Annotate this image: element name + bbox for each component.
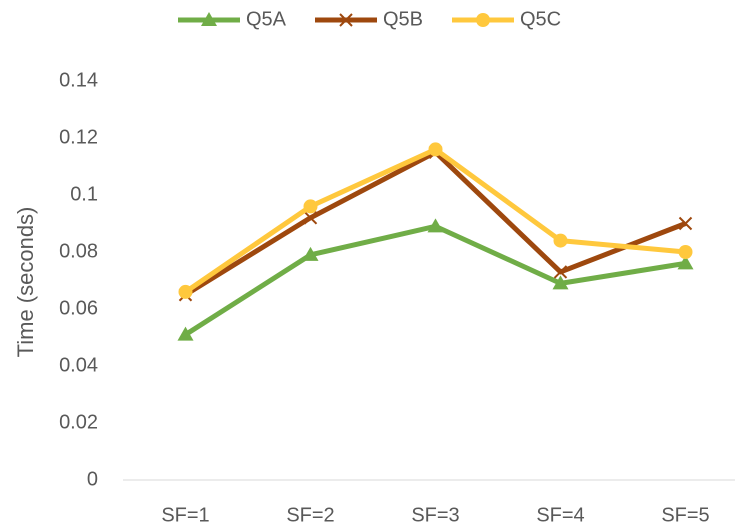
marker xyxy=(552,275,569,290)
x-tick-label: SF=5 xyxy=(661,504,709,524)
y-tick-label: 0.14 xyxy=(59,69,98,91)
marker xyxy=(678,245,693,259)
y-axis-label: Time (seconds) xyxy=(13,207,38,358)
y-tick-label: 0.12 xyxy=(59,126,98,148)
y-tick-label: 0.02 xyxy=(59,411,98,433)
marker xyxy=(476,13,490,27)
marker xyxy=(553,233,568,248)
x-tick-label: SF=2 xyxy=(286,504,334,524)
x-tick-label: SF=1 xyxy=(161,504,209,524)
marker xyxy=(677,255,694,270)
marker xyxy=(428,142,443,157)
marker xyxy=(303,199,318,214)
legend-label: Q5B xyxy=(383,8,423,30)
marker xyxy=(427,218,444,233)
marker xyxy=(553,265,568,279)
marker xyxy=(201,12,217,26)
legend-label: Q5A xyxy=(246,8,287,30)
y-tick-label: 0.08 xyxy=(59,240,98,262)
legend-label: Q5C xyxy=(520,8,561,30)
x-tick-label: SF=3 xyxy=(411,504,459,524)
x-tick-label: SF=4 xyxy=(536,504,584,524)
marker xyxy=(302,246,319,261)
y-tick-label: 0 xyxy=(87,468,98,490)
y-tick-label: 0.04 xyxy=(59,354,98,376)
marker xyxy=(178,284,193,299)
marker xyxy=(303,211,318,225)
y-tick-label: 0.06 xyxy=(59,297,98,319)
y-tick-label: 0.1 xyxy=(70,183,98,205)
marker xyxy=(339,13,353,27)
marker xyxy=(177,326,194,341)
marker xyxy=(678,216,693,231)
